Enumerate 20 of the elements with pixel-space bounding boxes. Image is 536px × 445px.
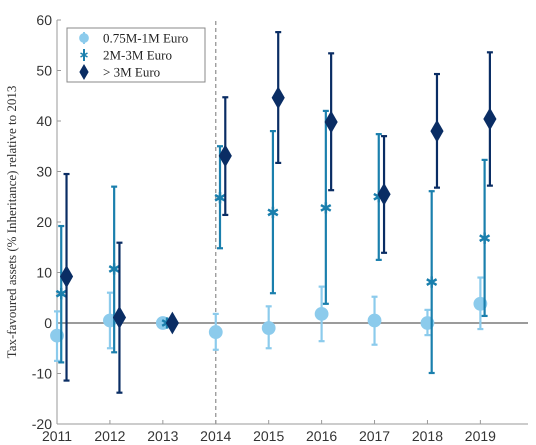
y-tick-label: 20 — [36, 214, 52, 230]
y-tick-label: 10 — [36, 264, 52, 280]
x-tick-label: 2015 — [253, 428, 284, 444]
y-tick-label: -10 — [32, 365, 52, 382]
y-tick-label: 40 — [36, 112, 52, 129]
y-tick-label: 30 — [36, 163, 52, 180]
legend-label: 2M-3M Euro — [103, 48, 172, 63]
y-tick-label: 0 — [44, 314, 52, 331]
x-tick-label: 2018 — [412, 428, 444, 444]
legend-label: 0.75M-1M Euro — [103, 30, 188, 46]
y-axis-title: Tax-favoured assets (% Inheritance) relative to 2013 — [4, 86, 19, 358]
x-tick-label: 2019 — [464, 428, 496, 444]
y-tick-label: 50 — [36, 62, 52, 78]
x-tick-label: 2013 — [147, 428, 179, 444]
legend-label: > 3M Euro — [103, 64, 160, 80]
x-tick-label: 2014 — [200, 428, 232, 444]
x-tick-label: 2012 — [94, 428, 126, 444]
x-tick-label: 2017 — [358, 428, 390, 444]
x-tick-label: 2016 — [306, 428, 338, 444]
y-tick-label: 60 — [36, 12, 52, 28]
